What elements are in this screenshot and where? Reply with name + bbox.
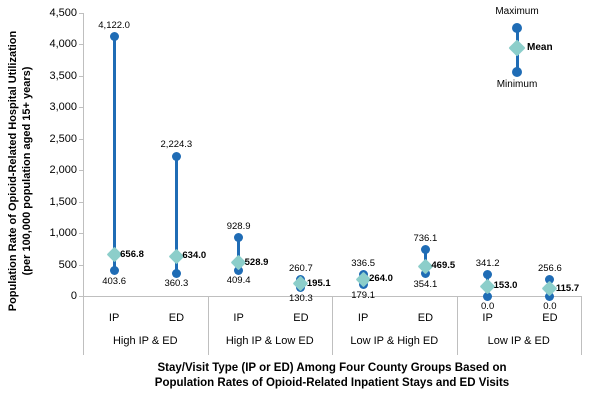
y-tick-label: 3,500 [49, 69, 77, 82]
y-tick-mark [79, 170, 84, 172]
y-tick-label: 1,500 [49, 195, 77, 208]
min-dot-icon [171, 268, 181, 278]
max-data-label: 341.2 [475, 257, 500, 269]
legend-maximum-dot-icon [512, 22, 522, 33]
min-dot-icon [483, 291, 493, 301]
legend-mean-label: Mean [527, 42, 553, 53]
mean-data-label: 195.1 [306, 277, 331, 289]
y-tick-mark [79, 75, 84, 77]
group-label: Low IP & High ED [350, 335, 439, 347]
y-tick-mark [79, 233, 84, 235]
range-line [237, 237, 241, 271]
max-dot-icon [109, 32, 119, 42]
group-label: High IP & ED [112, 335, 178, 347]
max-dot-icon [483, 270, 493, 280]
y-tick-label: 2,000 [49, 164, 77, 177]
max-data-label: 928.9 [226, 220, 251, 232]
y-tick-label: 2,500 [49, 132, 77, 145]
group-separator [456, 296, 458, 355]
category-label: ED [417, 312, 434, 324]
x-axis-title: Stay/Visit Type (IP or ED) Among Four Co… [83, 361, 581, 391]
y-tick-label: 1,000 [49, 227, 77, 240]
mean-data-label: 634.0 [182, 250, 207, 262]
mean-data-label: 115.7 [555, 282, 580, 294]
range-line [174, 156, 178, 274]
min-dot-icon [234, 265, 244, 275]
min-data-label: 360.3 [164, 278, 189, 290]
min-data-label: 179.1 [351, 289, 376, 301]
category-label: IP [233, 312, 244, 324]
legend: Maximum Mean Minimum [460, 4, 600, 99]
y-tick-label: 4,500 [49, 7, 77, 19]
mean-data-label: 656.8 [120, 248, 144, 260]
min-data-label: 354.1 [413, 278, 438, 290]
group-separator [332, 296, 333, 355]
group-separator [207, 296, 209, 355]
mean-data-label: 528.9 [244, 256, 269, 268]
y-tick-mark [79, 138, 84, 140]
y-tick-label: 3,000 [49, 101, 77, 114]
max-data-label: 4,122.0 [98, 19, 130, 31]
category-label: IP [108, 312, 120, 324]
max-data-label: 260.7 [288, 262, 313, 274]
min-data-label: 0.0 [481, 301, 495, 312]
min-data-label: 409.4 [226, 275, 251, 287]
category-label: IP [357, 312, 369, 324]
mean-data-label: 469.5 [431, 260, 456, 272]
legend-mean-diamond-icon [508, 39, 526, 57]
min-dot-icon [545, 291, 555, 301]
group-label: High IP & Low ED [225, 335, 314, 347]
max-dot-icon [545, 275, 555, 285]
min-dot-icon [109, 266, 119, 276]
max-data-label: 2,224.3 [160, 139, 193, 151]
y-tick-label: 500 [58, 258, 77, 271]
category-label: ED [293, 312, 309, 324]
range-line [112, 36, 116, 271]
y-tick-mark [79, 13, 84, 14]
legend-maximum-label: Maximum [495, 6, 539, 17]
max-dot-icon [234, 233, 244, 243]
min-data-label: 0.0 [543, 301, 557, 312]
group-label: Low IP & ED [487, 335, 550, 347]
y-tick-mark [79, 107, 84, 109]
x-axis-title-line2: Population Rates of Opioid-Related Inpat… [154, 377, 510, 389]
max-data-label: 336.5 [351, 257, 376, 269]
y-tick-label: 4,000 [49, 38, 77, 51]
y-axis-line [83, 13, 84, 355]
mean-data-label: 153.0 [493, 280, 518, 292]
y-axis-title-line1: Population Rate of Opioid-Related Hospit… [7, 30, 19, 312]
mean-data-label: 264.0 [369, 273, 393, 285]
y-tick-mark [79, 201, 84, 203]
max-dot-icon [171, 151, 181, 161]
max-dot-icon [420, 245, 430, 255]
max-data-label: 736.1 [413, 232, 438, 244]
category-label: ED [542, 312, 558, 324]
min-data-label: 403.6 [102, 275, 127, 287]
y-tick-mark [79, 296, 84, 297]
legend-minimum-label: Minimum [496, 79, 538, 90]
category-label: IP [482, 312, 493, 324]
category-label: ED [168, 312, 185, 324]
legend-minimum-dot-icon [512, 66, 522, 77]
min-data-label: 130.3 [288, 292, 313, 304]
y-tick-label: 0 [70, 290, 77, 302]
x-axis-title-line1: Stay/Visit Type (IP or ED) Among Four Co… [157, 362, 507, 374]
y-tick-mark [79, 264, 84, 266]
group-separator [581, 296, 582, 355]
max-data-label: 256.6 [537, 262, 562, 274]
y-tick-mark [79, 44, 84, 46]
